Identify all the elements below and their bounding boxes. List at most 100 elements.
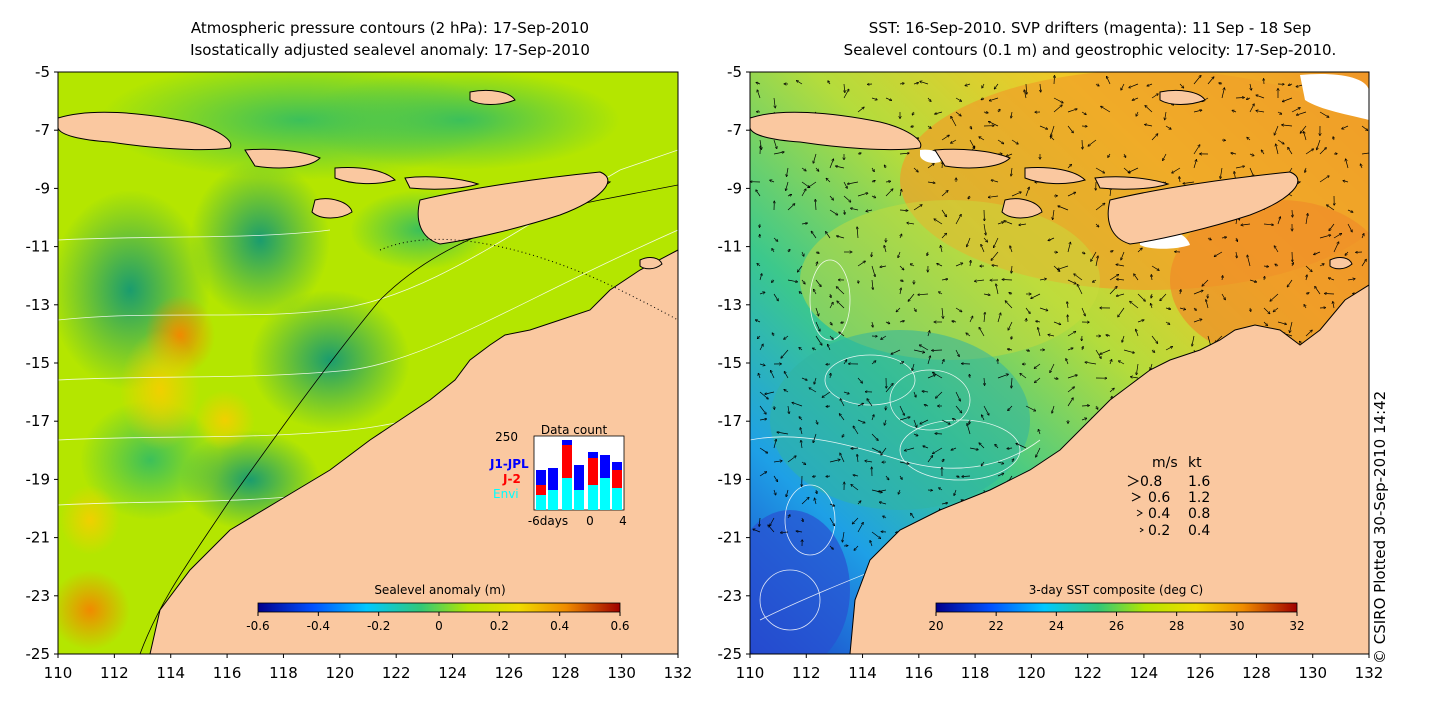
velocity-arrow <box>1093 279 1097 282</box>
velocity-arrow <box>1333 302 1334 309</box>
velocity-arrow <box>857 153 861 154</box>
velocity-arrow <box>899 210 908 211</box>
velocity-arrow <box>1304 305 1306 309</box>
velocity-arrow <box>1012 459 1014 463</box>
velocity-arrow <box>1088 139 1097 146</box>
velocity-arrow <box>979 443 985 449</box>
velocity-arrow <box>1096 405 1098 409</box>
velocity-arrow <box>1053 321 1061 324</box>
velocity-arrow <box>979 328 985 337</box>
velocity-arrow <box>1193 76 1201 85</box>
velocity-arrow <box>1117 293 1125 296</box>
velocity-arrow <box>837 301 845 309</box>
velocity-arrow <box>797 81 803 85</box>
left-ytick-label: -13 <box>26 296 51 314</box>
velocity-arrow <box>1263 307 1270 314</box>
velocity-arrow <box>983 405 989 415</box>
velocity-arrow <box>815 200 816 211</box>
velocity-arrow <box>857 455 858 463</box>
velocity-arrow <box>891 349 901 354</box>
velocity-arrow <box>1048 335 1055 336</box>
velocity-arrow <box>955 97 961 101</box>
velocity-arrow <box>1287 279 1293 287</box>
velocity-arrow <box>1305 265 1312 272</box>
velocity-arrow <box>927 182 935 183</box>
velocity-arrow <box>899 83 904 84</box>
right-colorbar <box>935 602 1298 613</box>
velocity-arrow <box>1206 300 1209 309</box>
velocity-arrow <box>753 529 761 533</box>
velocity-arrow <box>1221 237 1226 238</box>
velocity-arrow <box>799 417 803 421</box>
velocity-arrow <box>941 191 948 197</box>
right-ytick-label: -17 <box>718 412 743 430</box>
velocity-arrow <box>1110 360 1112 365</box>
left-ytick-label: -23 <box>26 587 51 605</box>
velocity-arrow <box>759 292 765 294</box>
velocity-arrow <box>1100 349 1111 354</box>
right-title-line2: Sealevel contours (0.1 m) and geostrophi… <box>843 41 1337 59</box>
velocity-arrow <box>955 215 961 225</box>
velocity-arrow <box>759 364 765 365</box>
velocity-arrow <box>1222 276 1223 281</box>
velocity-arrow <box>1249 279 1256 282</box>
velocity-arrow <box>1264 277 1265 281</box>
velocity-arrow <box>969 375 970 379</box>
velocity-arrow <box>913 205 922 211</box>
velocity-arrow <box>1050 363 1055 372</box>
velocity-arrow <box>1008 405 1013 410</box>
velocity-arrow <box>843 391 849 394</box>
velocity-arrow <box>866 210 873 211</box>
velocity-arrow <box>758 335 761 338</box>
velocity-arrow <box>1193 160 1196 169</box>
velocity-arrow <box>899 265 904 270</box>
velocity-arrow <box>867 399 873 407</box>
velocity-arrow <box>1325 294 1335 295</box>
velocity-arrow <box>1109 251 1113 252</box>
velocity-arrow <box>1292 263 1293 267</box>
velocity-arrow <box>955 263 963 267</box>
velocity-arrow <box>756 83 761 85</box>
right-islands <box>750 89 1353 270</box>
left-colorbar <box>257 602 621 613</box>
velocity-arrow <box>1333 234 1341 239</box>
velocity-arrow <box>815 252 819 253</box>
right-title-line1: SST: 16-Sep-2010. SVP drifters (magenta)… <box>868 19 1312 37</box>
velocity-arrow <box>1236 237 1237 241</box>
right-cbar-tick-label: 28 <box>1169 619 1184 633</box>
velocity-arrow <box>981 245 985 253</box>
velocity-arrow <box>1024 90 1027 99</box>
velocity-arrow <box>1121 251 1125 260</box>
velocity-arrow <box>927 356 930 365</box>
velocity-arrow <box>885 322 890 324</box>
velocity-arrow <box>758 374 760 379</box>
velocity-arrow <box>1067 348 1073 351</box>
velocity-arrow <box>809 388 817 393</box>
velocity-arrow <box>1165 321 1170 324</box>
velocity-arrow <box>941 279 948 280</box>
right-map <box>750 72 1369 654</box>
velocity-arrow <box>1304 132 1307 141</box>
velocity-arrow <box>1145 125 1153 127</box>
velocity-arrow <box>994 237 999 247</box>
velocity-arrow <box>1004 221 1013 225</box>
velocity-arrow <box>774 489 776 495</box>
velocity-arrow <box>799 292 803 295</box>
velocity-arrow <box>857 227 858 239</box>
left-ytick-label: -21 <box>26 529 51 547</box>
velocity-arrow <box>952 321 957 322</box>
velocity-arrow <box>955 405 962 413</box>
velocity-arrow <box>918 294 929 295</box>
velocity-arrow <box>1085 362 1097 365</box>
right-cbar-tick-label: 24 <box>1049 619 1064 633</box>
velocity-arrow <box>1151 265 1159 270</box>
right-ytick-label: -23 <box>718 587 743 605</box>
right-australia-land <box>849 284 1369 654</box>
velocity-arrow <box>1193 319 1202 323</box>
velocity-arrow <box>969 447 978 450</box>
velocity-arrow <box>1235 166 1244 169</box>
velocity-arrow <box>773 440 776 449</box>
velocity-arrow <box>1035 377 1041 383</box>
velocity-arrow <box>1095 223 1099 227</box>
